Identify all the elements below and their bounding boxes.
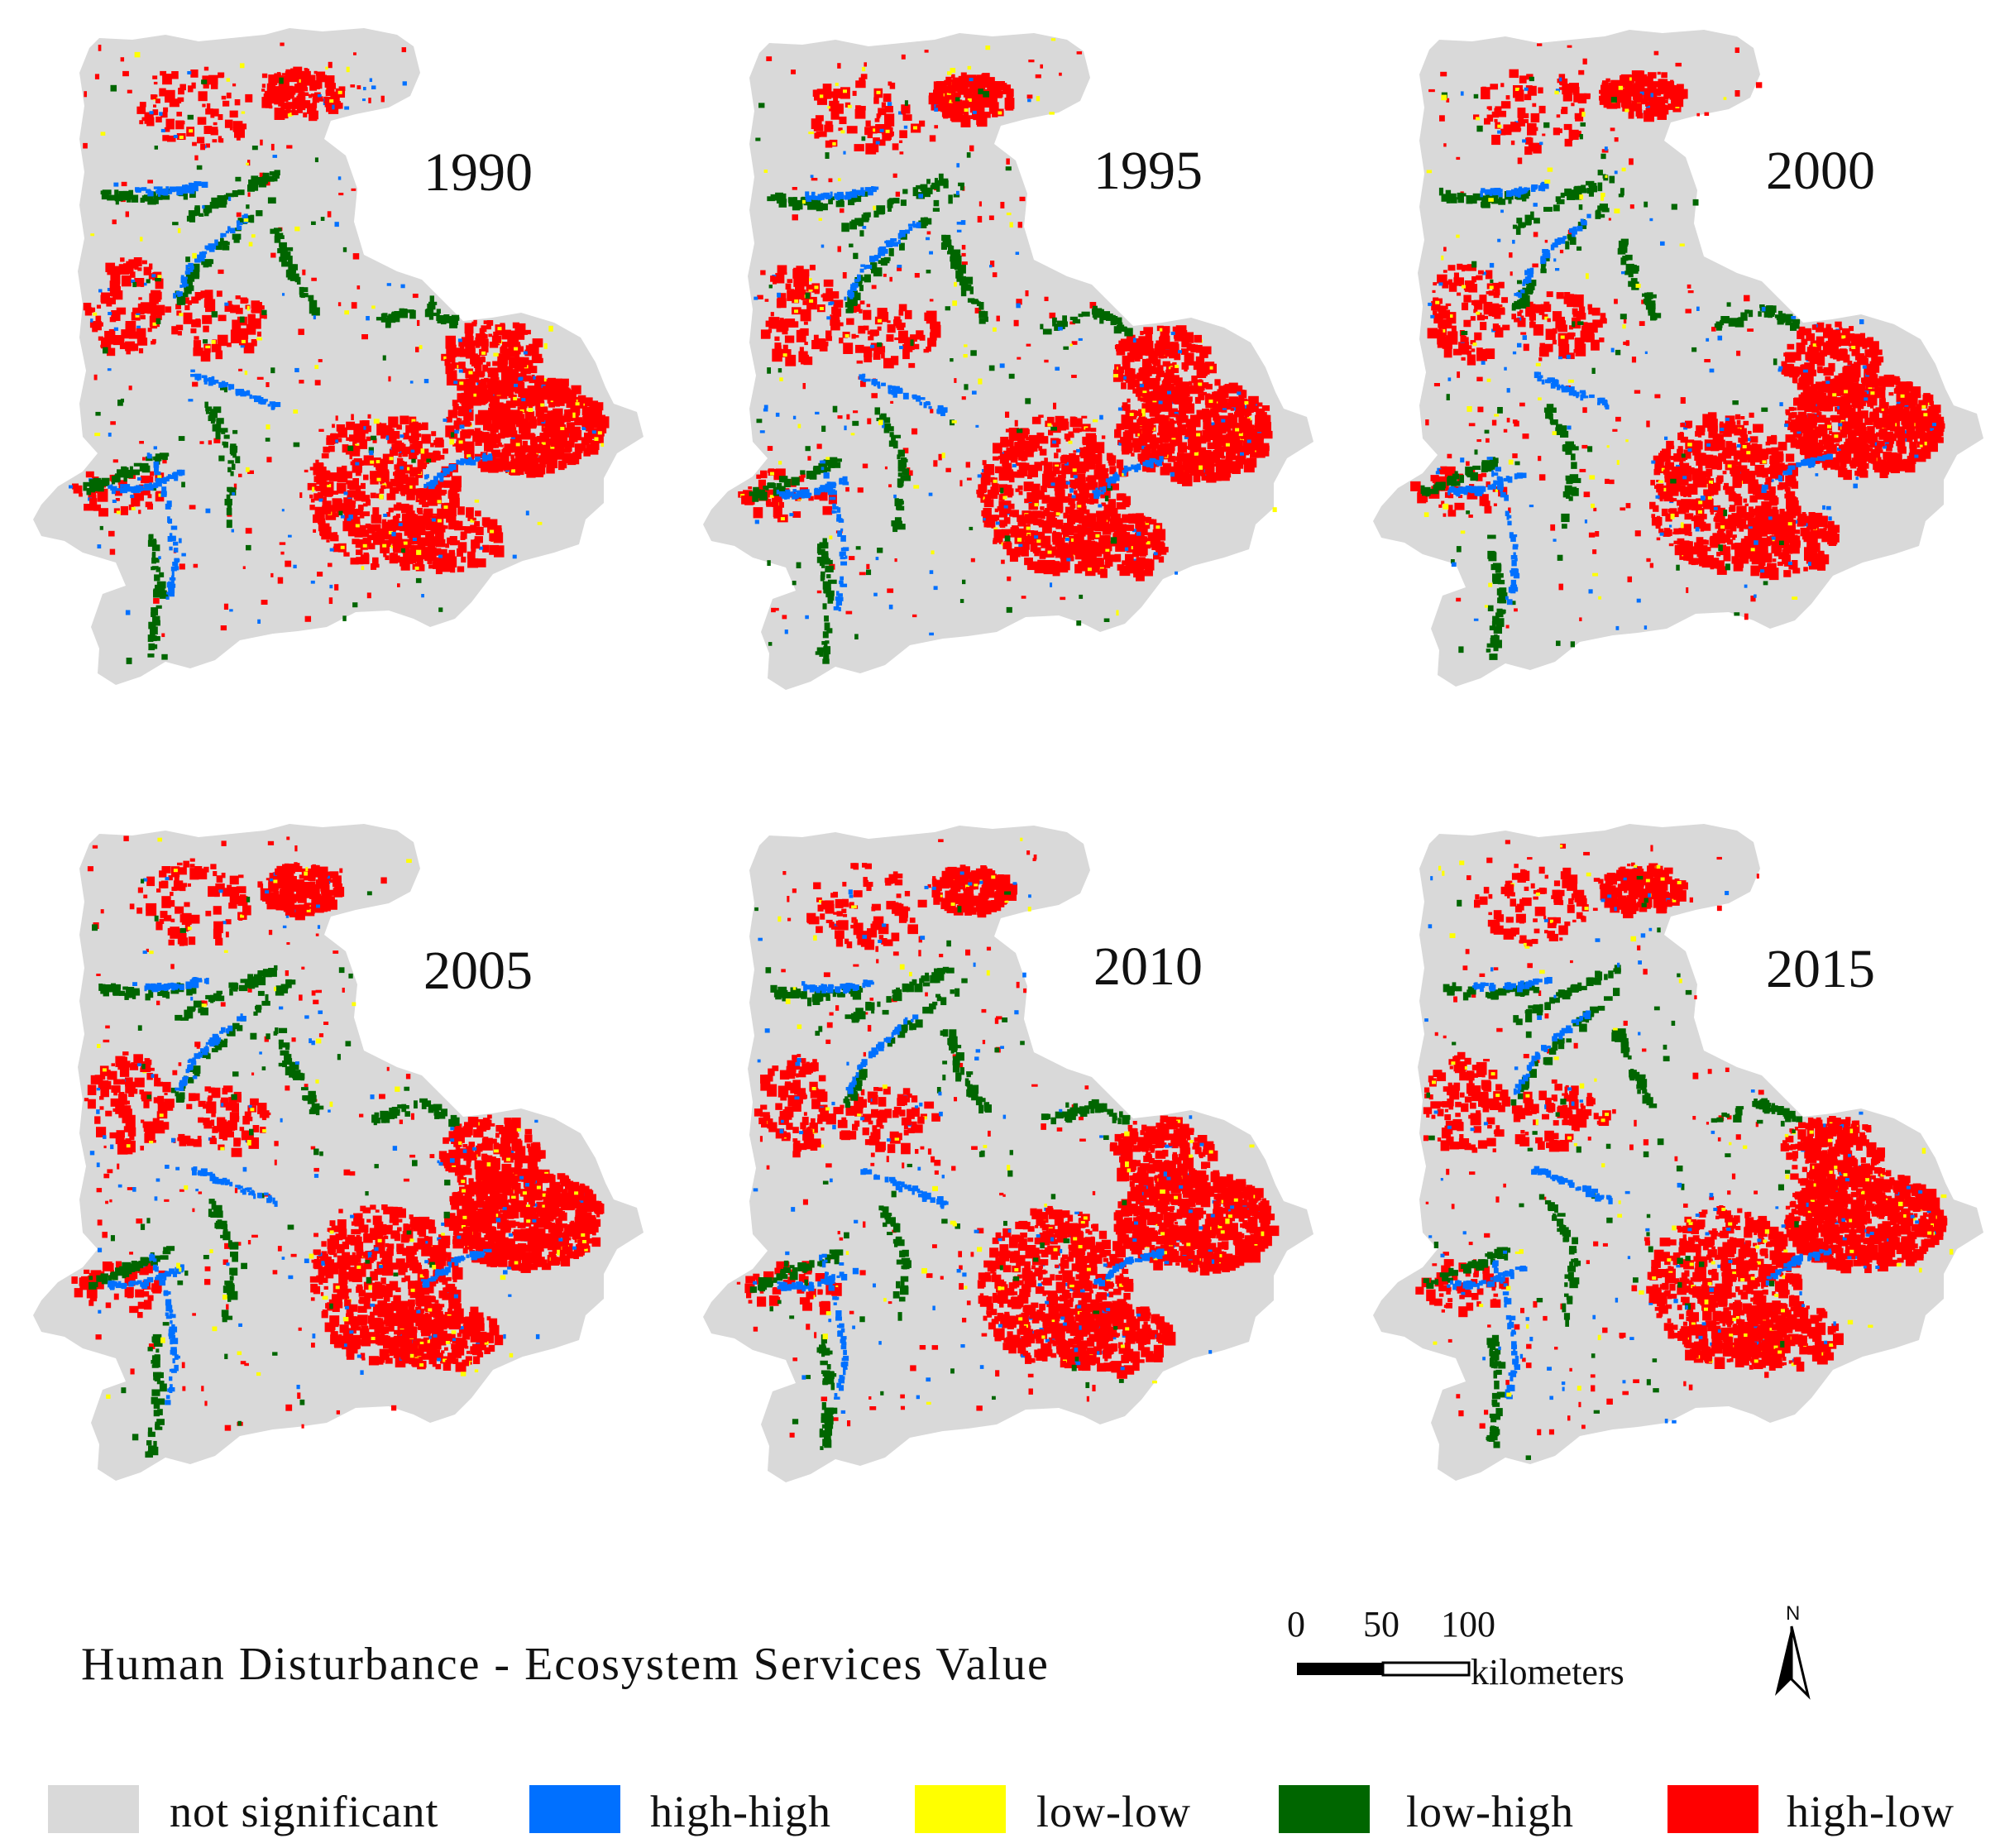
map-panels: 1990 1995 2000 2005 2010 2015 — [33, 28, 1983, 1482]
cluster-cells — [736, 837, 1280, 1450]
map-panel-2015 — [1373, 824, 1983, 1481]
legend-label-not-significant: not significant — [170, 1787, 438, 1836]
map-panel-2005 — [33, 824, 644, 1481]
cluster-cells — [71, 835, 605, 1458]
map-panel-1995 — [703, 33, 1313, 690]
scale-tick-100: 100 — [1441, 1604, 1495, 1645]
map-panel-2000 — [1373, 30, 1983, 687]
legend-label-low-low: low-low — [1036, 1787, 1191, 1836]
year-label-2005: 2005 — [423, 941, 533, 1001]
cluster-cells — [1415, 840, 1954, 1460]
year-label-1990: 1990 — [423, 142, 533, 203]
legend-swatch-high-high — [529, 1785, 620, 1833]
scale-segment-empty — [1381, 1661, 1471, 1677]
legend-label-high-high: high-high — [650, 1787, 831, 1836]
figure-caption: Human Disturbance - Ecosystem Services V… — [81, 1639, 1050, 1690]
cluster-cells — [738, 38, 1277, 664]
cluster-cells — [1410, 43, 1945, 660]
scale-tick-0: 0 — [1287, 1604, 1305, 1645]
map-panel-2010 — [703, 826, 1313, 1482]
year-label-1995: 1995 — [1093, 141, 1203, 201]
legend-swatch-not-significant — [48, 1785, 139, 1833]
north-arrow: N — [1775, 1602, 1811, 1700]
legend-label-high-low: high-low — [1787, 1787, 1955, 1836]
scale-segment-filled — [1297, 1663, 1383, 1675]
legend: not significant high-high low-low low-hi… — [48, 1785, 1955, 1836]
map-panel-1990 — [33, 28, 644, 685]
legend-label-low-high: low-high — [1406, 1787, 1574, 1836]
legend-swatch-high-low — [1667, 1785, 1758, 1833]
legend-swatch-low-low — [915, 1785, 1006, 1833]
north-arrow-icon — [1775, 1626, 1792, 1696]
year-label-2015: 2015 — [1766, 939, 1875, 999]
scale-unit: kilometers — [1471, 1652, 1624, 1692]
year-label-2010: 2010 — [1093, 936, 1203, 997]
cluster-cells — [69, 42, 610, 664]
year-label-2000: 2000 — [1766, 141, 1875, 201]
north-label: N — [1786, 1602, 1800, 1625]
scale-tick-50: 50 — [1363, 1604, 1400, 1645]
study-region — [1373, 824, 1983, 1481]
scale-bar: 0 50 100 kilometers — [1287, 1604, 1624, 1692]
legend-swatch-low-high — [1279, 1785, 1370, 1833]
